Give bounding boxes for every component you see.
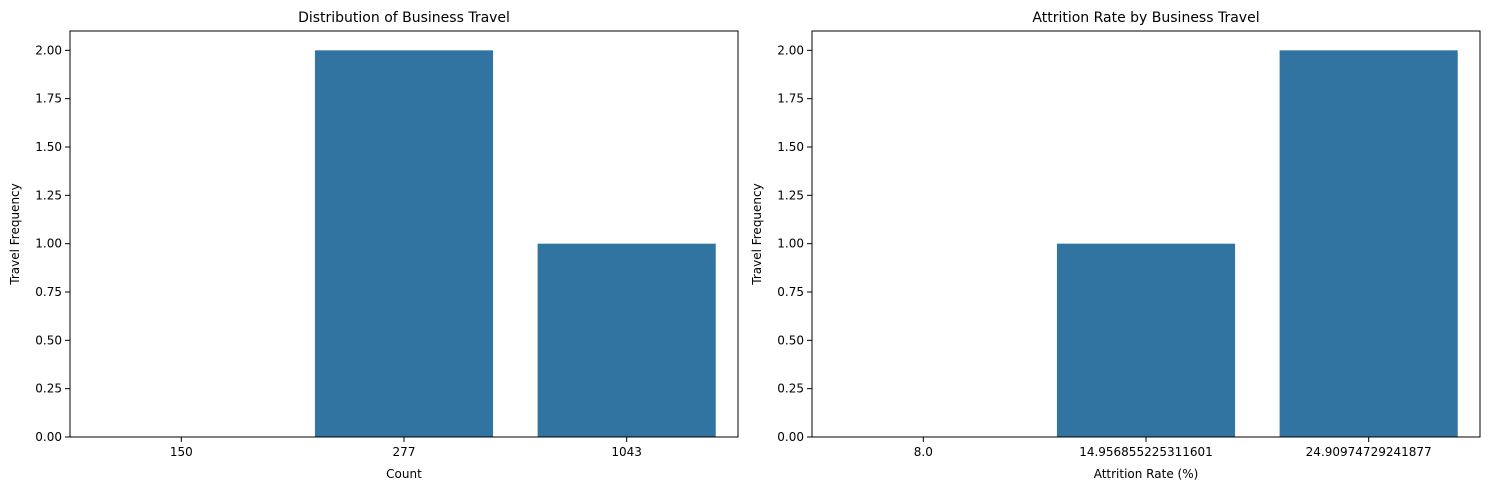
y-tick-label-1: 0.25 bbox=[777, 382, 804, 396]
y-tick-label-2: 0.50 bbox=[35, 333, 62, 347]
y-tick-label-8: 2.00 bbox=[777, 43, 804, 57]
y-tick-label-3: 0.75 bbox=[777, 285, 804, 299]
y-tick-label-3: 0.75 bbox=[35, 285, 62, 299]
y-tick-label-6: 1.50 bbox=[777, 140, 804, 154]
x-axis-label: Count bbox=[386, 467, 422, 481]
y-tick-label-0: 0.00 bbox=[777, 430, 804, 444]
y-tick-label-2: 0.50 bbox=[777, 333, 804, 347]
bar-2 bbox=[537, 243, 716, 437]
x-tick-label-2: 24.90974729241877 bbox=[1306, 445, 1432, 459]
x-tick-label-1: 14.956855225311601 bbox=[1079, 445, 1213, 459]
chart-title: Distribution of Business Travel bbox=[298, 10, 510, 26]
x-tick-label-0: 150 bbox=[170, 445, 193, 459]
chart-business-travel-distribution: 0.00 0.25 0.50 0.75 1.00 1.25 1.50 1.75 2.00 150 2… bbox=[8, 10, 739, 481]
x-tick-label-0: 8.0 bbox=[914, 445, 933, 459]
x-tick-label-2: 1043 bbox=[611, 445, 642, 459]
y-tick-label-8: 2.00 bbox=[35, 43, 62, 57]
axes-frame bbox=[69, 30, 739, 438]
y-tick-label-6: 1.50 bbox=[35, 140, 62, 154]
y-tick-label-4: 1.00 bbox=[777, 237, 804, 251]
bar-1 bbox=[314, 50, 494, 437]
x-axis-label: Attrition Rate (%) bbox=[1094, 467, 1199, 481]
y-tick-label-5: 1.25 bbox=[777, 188, 804, 202]
bar-2 bbox=[1279, 50, 1458, 437]
y-tick-label-4: 1.00 bbox=[35, 237, 62, 251]
y-tick-label-5: 1.25 bbox=[35, 188, 62, 202]
y-tick-label-7: 1.75 bbox=[35, 92, 62, 106]
x-tick-label-1: 277 bbox=[393, 445, 416, 459]
chart-title: Attrition Rate by Business Travel bbox=[1032, 10, 1259, 26]
y-tick-label-0: 0.00 bbox=[35, 430, 62, 444]
y-axis-label: Travel Frequency bbox=[8, 183, 22, 285]
bar-1 bbox=[1056, 243, 1236, 437]
chart-attrition-rate-by-travel: 0.00 0.25 0.50 0.75 1.00 1.25 1.50 1.75 2.00 8.0 1… bbox=[750, 10, 1481, 481]
axes-frame bbox=[811, 30, 1481, 438]
y-tick-label-1: 0.25 bbox=[35, 382, 62, 396]
y-axis-label: Travel Frequency bbox=[750, 183, 764, 285]
y-tick-label-7: 1.75 bbox=[777, 92, 804, 106]
